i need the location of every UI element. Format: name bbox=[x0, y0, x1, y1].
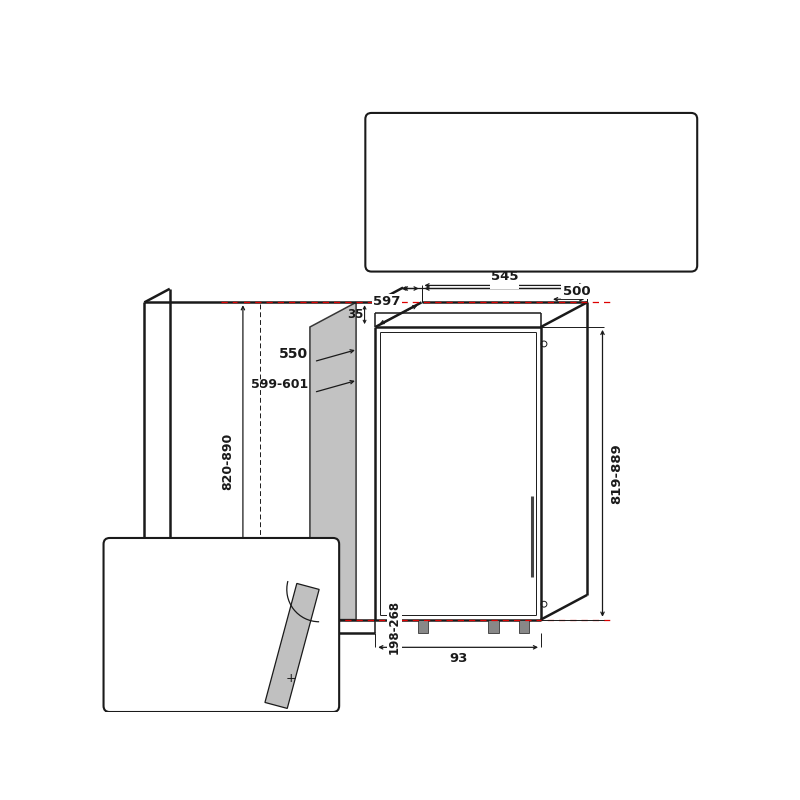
Text: 198-268: 198-268 bbox=[388, 599, 401, 654]
FancyBboxPatch shape bbox=[103, 538, 339, 712]
Polygon shape bbox=[265, 583, 319, 709]
FancyBboxPatch shape bbox=[366, 113, 698, 271]
Text: 105°: 105° bbox=[262, 607, 296, 621]
Text: 819-889: 819-889 bbox=[610, 443, 623, 504]
Bar bbox=[518, 619, 530, 634]
Polygon shape bbox=[310, 302, 356, 619]
Bar bbox=[418, 619, 429, 634]
Text: 545: 545 bbox=[491, 274, 518, 287]
Text: 93: 93 bbox=[449, 651, 467, 665]
Text: 638: 638 bbox=[115, 634, 143, 647]
Text: 599-601: 599-601 bbox=[251, 378, 308, 391]
Bar bbox=[488, 619, 498, 634]
Text: 550: 550 bbox=[279, 347, 308, 361]
Bar bbox=[387, 619, 398, 634]
Text: 35: 35 bbox=[676, 218, 691, 228]
Text: 820-890: 820-890 bbox=[221, 432, 234, 490]
Text: 545: 545 bbox=[490, 270, 518, 282]
Text: 4: 4 bbox=[618, 175, 626, 185]
Text: 500: 500 bbox=[562, 285, 590, 298]
Text: 0: 0 bbox=[259, 682, 267, 695]
Text: +: + bbox=[286, 672, 297, 685]
Text: 819-889: 819-889 bbox=[383, 174, 394, 226]
Text: 35: 35 bbox=[347, 308, 363, 321]
Text: 20: 20 bbox=[676, 152, 691, 162]
Text: 597: 597 bbox=[374, 295, 401, 308]
